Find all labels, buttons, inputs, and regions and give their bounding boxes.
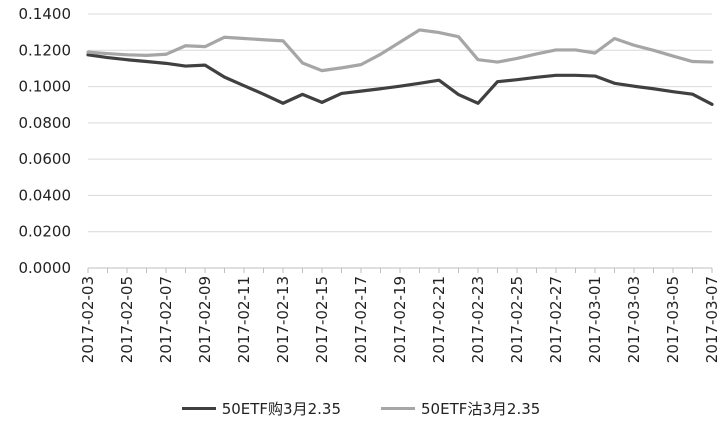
legend-item-series-1: 50ETF购3月2.35 [181, 398, 341, 419]
series-lines [86, 28, 714, 106]
y-tick-label: 0.1000 [19, 78, 72, 96]
x-tick-label: 2017-02-15 [313, 276, 331, 363]
y-axis-tick-labels: 0.0000 0.0200 0.0400 0.0600 0.0800 0.1000 0.12… [19, 5, 72, 277]
legend: 50ETF购3月2.35 50ETF沽3月2.35 [0, 398, 722, 419]
series-line-1 [86, 53, 714, 106]
x-tick-label: 2017-03-03 [625, 276, 643, 363]
y-tick-label: 0.0200 [19, 223, 72, 241]
x-axis [87, 267, 713, 273]
x-tick-label: 2017-03-05 [664, 276, 682, 363]
x-tick-label: 2017-02-23 [469, 276, 487, 363]
y-tick-label: 0.0400 [19, 186, 72, 204]
legend-item-series-2: 50ETF沽3月2.35 [381, 398, 540, 419]
x-tick-label: 2017-02-13 [274, 276, 292, 363]
legend-label-series-2: 50ETF沽3月2.35 [421, 400, 541, 418]
y-tick-label: 0.1200 [19, 41, 72, 59]
x-tick-label: 2017-02-07 [157, 276, 175, 363]
x-tick-label: 2017-02-11 [235, 276, 253, 363]
x-tick-label: 2017-02-09 [196, 276, 214, 363]
x-tick-label: 2017-02-17 [352, 276, 370, 363]
legend-swatch-series-2 [381, 407, 415, 410]
series-line-2 [86, 28, 714, 73]
x-tick-label: 2017-02-03 [79, 276, 97, 363]
y-tick-label: 0.1400 [19, 5, 72, 23]
y-tick-label: 0.0000 [19, 259, 72, 277]
y-tick-label: 0.0600 [19, 150, 72, 168]
x-tick-label: 2017-02-21 [430, 276, 448, 363]
x-tick-label: 2017-02-25 [508, 276, 526, 363]
x-tick-label: 2017-03-07 [703, 276, 721, 363]
x-tick-label: 2017-02-27 [547, 276, 565, 363]
x-tick-label: 2017-03-01 [586, 276, 604, 363]
x-axis-tick-labels: 2017-02-03 2017-02-05 2017-02-07 2017-02-09… [79, 276, 721, 363]
y-tick-label: 0.0800 [19, 114, 72, 132]
legend-swatch-series-1 [181, 407, 216, 410]
legend-label-series-1: 50ETF购3月2.35 [221, 400, 341, 418]
x-tick-label: 2017-02-05 [118, 276, 136, 363]
x-tick-label: 2017-02-19 [391, 276, 409, 363]
